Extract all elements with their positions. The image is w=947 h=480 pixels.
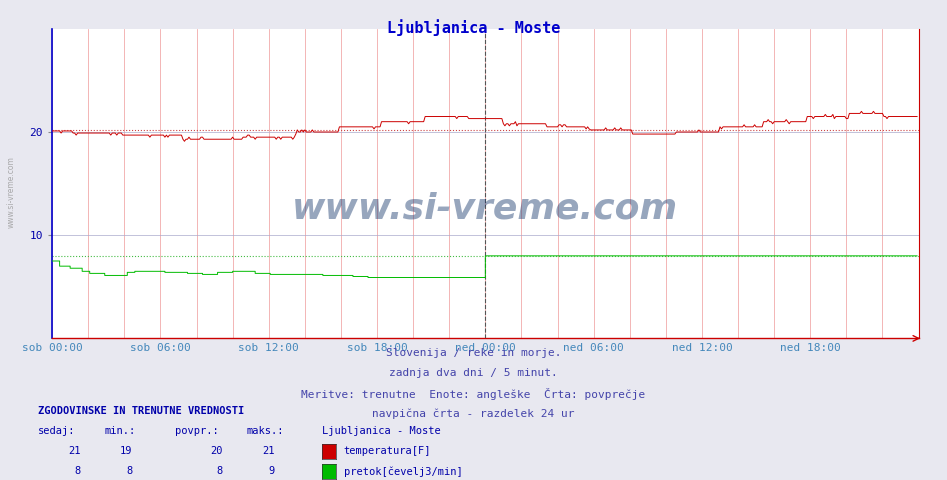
Text: sedaj:: sedaj: [38,426,76,436]
Text: min.:: min.: [104,426,135,436]
Text: temperatura[F]: temperatura[F] [344,446,431,456]
Text: 21: 21 [262,446,275,456]
Text: Slovenija / reke in morje.: Slovenija / reke in morje. [385,348,562,358]
Text: maks.:: maks.: [246,426,284,436]
Text: Ljubljanica - Moste: Ljubljanica - Moste [386,19,561,36]
Text: Meritve: trenutne  Enote: angleške  Črta: povprečje: Meritve: trenutne Enote: angleške Črta: … [301,388,646,400]
Text: navpična črta - razdelek 24 ur: navpična črta - razdelek 24 ur [372,408,575,419]
Text: 8: 8 [216,466,223,476]
Text: 21: 21 [68,446,80,456]
Text: 8: 8 [74,466,80,476]
Text: ZGODOVINSKE IN TRENUTNE VREDNOSTI: ZGODOVINSKE IN TRENUTNE VREDNOSTI [38,406,244,416]
Text: povpr.:: povpr.: [175,426,219,436]
Text: 8: 8 [126,466,133,476]
Text: 19: 19 [120,446,133,456]
Text: pretok[čevelj3/min]: pretok[čevelj3/min] [344,466,462,477]
Text: zadnja dva dni / 5 minut.: zadnja dva dni / 5 minut. [389,368,558,378]
Text: www.si-vreme.com: www.si-vreme.com [7,156,16,228]
Text: www.si-vreme.com: www.si-vreme.com [293,192,678,226]
Text: 20: 20 [210,446,223,456]
Text: Ljubljanica - Moste: Ljubljanica - Moste [322,426,440,436]
Text: 9: 9 [268,466,275,476]
